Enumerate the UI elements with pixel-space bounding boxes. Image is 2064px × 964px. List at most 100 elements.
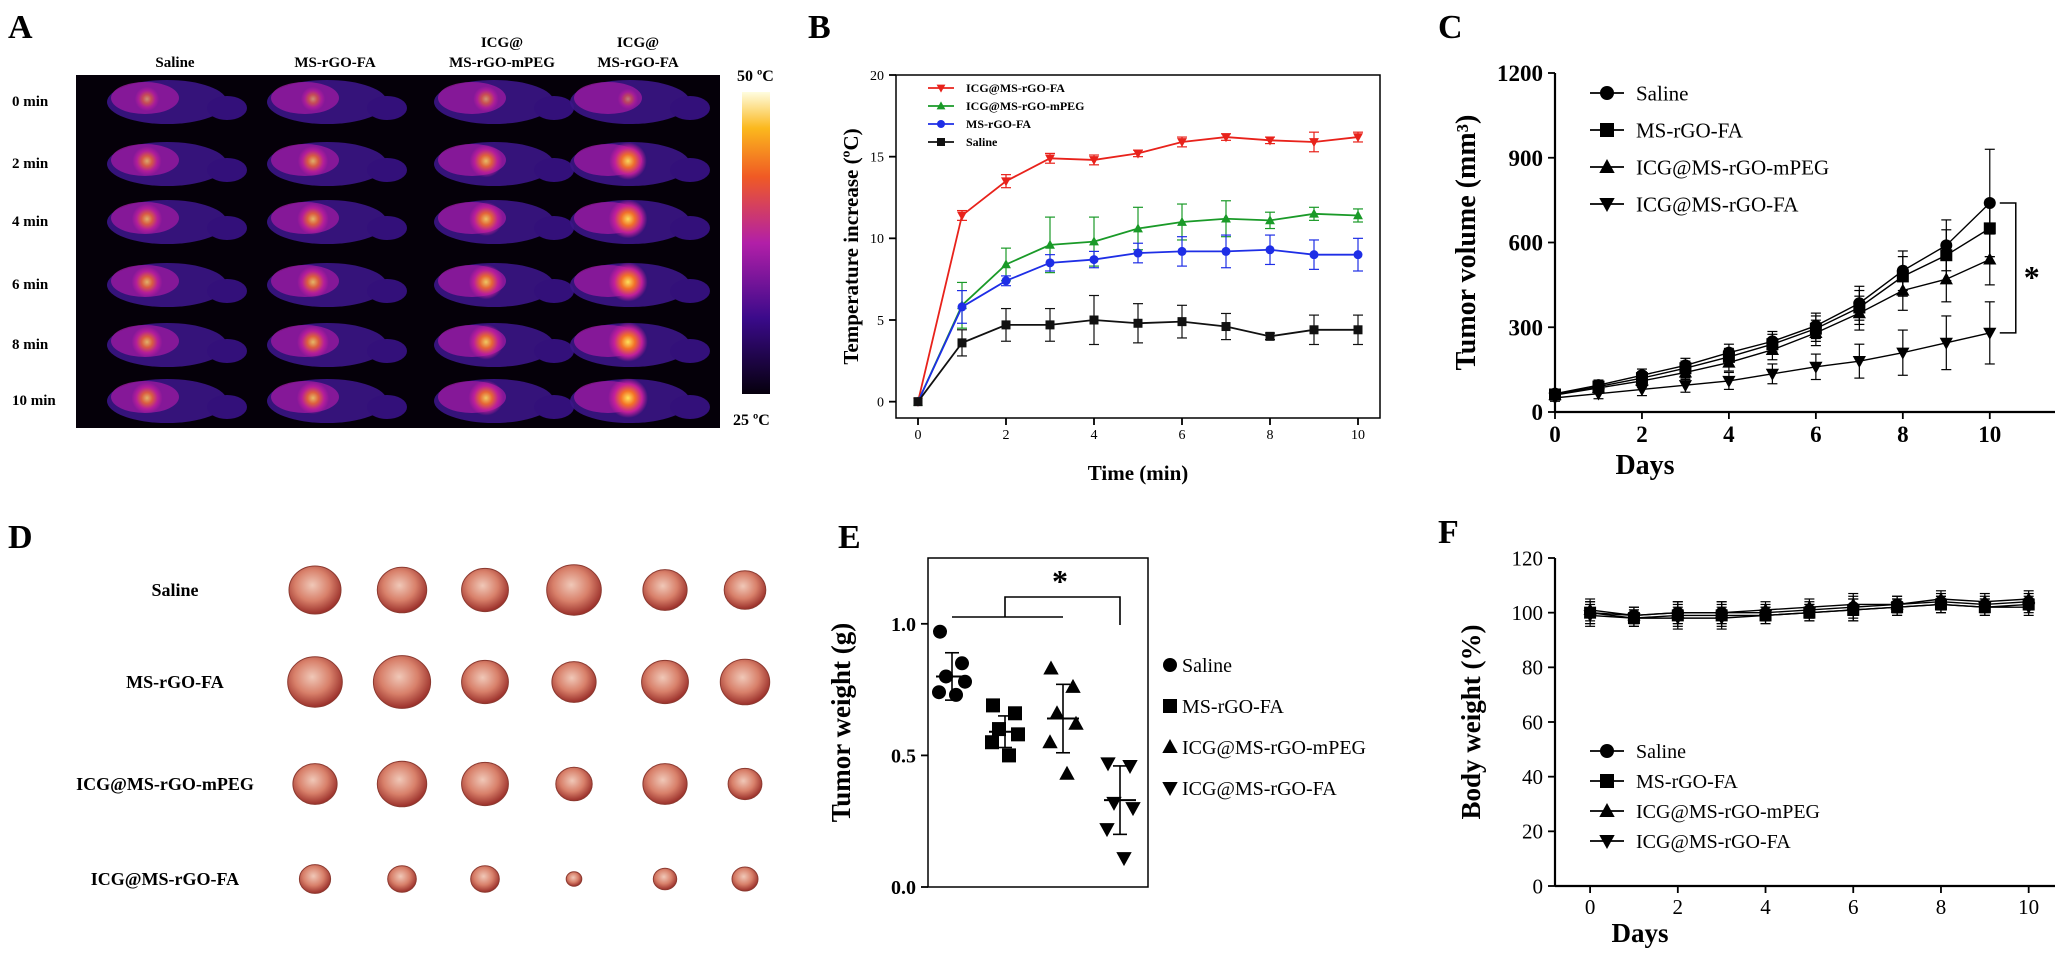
y-tick-label: 900 bbox=[1509, 146, 1544, 171]
data-point bbox=[1978, 602, 1992, 615]
data-point bbox=[1309, 138, 1319, 148]
tumor-row-label-ms-rgo-fa: MS-rGO-FA bbox=[126, 672, 224, 692]
legend-entry-icg-ms-rgo-fa: ICG@MS-rGO-FA bbox=[928, 81, 1065, 95]
chart-e-tumor-weight: 0.0 0.5 1.0 Tumor weight (g) * Saline MS-rGO-F… bbox=[826, 557, 1366, 899]
data-point bbox=[1940, 249, 1953, 262]
data-point bbox=[1042, 734, 1058, 749]
thermal-mouse-r0-c2 bbox=[434, 80, 574, 124]
tumor-hotspot bbox=[609, 142, 647, 180]
legend-marker bbox=[1163, 699, 1177, 713]
data-point bbox=[1177, 138, 1187, 148]
data-point bbox=[1802, 607, 1816, 620]
tumor-hotspot bbox=[297, 145, 329, 177]
tumor-photo-r2-c0 bbox=[292, 763, 338, 805]
legend-marker bbox=[1162, 738, 1178, 753]
col-label-icg-1: ICG@ bbox=[481, 35, 523, 51]
thermal-mouse-r2-c1 bbox=[267, 200, 407, 244]
y-tick-label: 1200 bbox=[1497, 61, 1543, 86]
legend-entry-icg-ms-rgo-mpeg: ICG@MS-rGO-mPEG bbox=[1590, 801, 1820, 823]
legend-c: Saline MS-rGO-FA ICG@MS-rGO-mPEG ICG@MS-rGO… bbox=[1590, 81, 1829, 216]
tumor-hotspot bbox=[131, 326, 163, 358]
mouse-head bbox=[534, 395, 574, 419]
data-point bbox=[958, 674, 972, 689]
mouse-head bbox=[207, 279, 247, 303]
tumor-hotspot bbox=[131, 203, 163, 235]
data-point bbox=[1001, 320, 1011, 330]
data-point bbox=[1089, 315, 1099, 325]
data-point bbox=[1011, 727, 1025, 742]
legend-marker bbox=[1600, 774, 1614, 788]
x-tick-label: 8 bbox=[1897, 422, 1909, 447]
tumor-hotspot bbox=[608, 262, 648, 302]
x-tick-label: 6 bbox=[1179, 428, 1186, 443]
y-tick-label: 0 bbox=[1532, 400, 1544, 425]
x-tick-label: 0 bbox=[1549, 422, 1561, 447]
legend-label: MS-rGO-FA bbox=[966, 117, 1031, 131]
x-tick-label: 6 bbox=[1810, 422, 1822, 447]
thermal-mouse-r2-c3 bbox=[570, 199, 710, 244]
mouse-head bbox=[367, 339, 407, 363]
legend-label: ICG@MS-rGO-mPEG bbox=[1636, 801, 1820, 823]
mouse-head bbox=[670, 216, 710, 240]
thermal-mouse-r3-c3 bbox=[570, 262, 710, 307]
row-label-4-min: 4 min bbox=[12, 214, 49, 230]
x-tick-label: 2 bbox=[1636, 422, 1648, 447]
mouse-head bbox=[367, 96, 407, 120]
data-point bbox=[1983, 222, 1996, 235]
group-saline bbox=[932, 624, 972, 702]
data-point bbox=[1635, 384, 1649, 397]
y-tick-label: 15 bbox=[870, 151, 884, 166]
thermal-mice bbox=[107, 80, 710, 423]
legend-marker bbox=[936, 84, 946, 93]
series-line bbox=[917, 136, 1359, 402]
data-point bbox=[1133, 248, 1143, 258]
legend-label: Saline bbox=[966, 135, 998, 149]
x-tick-label: 4 bbox=[1091, 428, 1098, 443]
tumor-photo-r1-c0 bbox=[287, 656, 343, 708]
thermal-mouse-r0-c0 bbox=[107, 80, 247, 124]
legend-label: ICG@MS-rGO-mPEG bbox=[1182, 737, 1366, 759]
data-point bbox=[1221, 133, 1231, 143]
data-point bbox=[1221, 322, 1231, 332]
tumor-photo-r1-c4 bbox=[641, 659, 689, 705]
thermal-mouse-r4-c3 bbox=[570, 322, 710, 367]
tumor-photo-r2-c5 bbox=[727, 767, 763, 801]
series-icg-ms-rgo-fa bbox=[1583, 595, 2036, 630]
tumor-photo-r0-c3 bbox=[546, 564, 602, 616]
chart-c-tumor-volume: 0 300 600 900 1200 0 2 4 6 8 10 Days Tumor volume (m… bbox=[1451, 61, 2055, 481]
row-label-10-min: 10 min bbox=[12, 393, 56, 409]
data-point bbox=[1890, 602, 1904, 615]
legend-e: Saline MS-rGO-FA ICG@MS-rGO-mPEG ICG@MS-rGO… bbox=[1162, 655, 1366, 800]
tumor-row-label-icg-ms-rgo-mpeg: ICG@MS-rGO-mPEG bbox=[76, 774, 254, 794]
mouse-head bbox=[207, 158, 247, 182]
legend-marker bbox=[937, 138, 945, 146]
data-point bbox=[1089, 236, 1099, 246]
mouse-head bbox=[670, 96, 710, 120]
col-label-icg-2: ICG@ bbox=[617, 35, 659, 51]
legend-marker bbox=[1599, 835, 1615, 850]
data-point bbox=[1001, 276, 1011, 286]
col-label-ms-rgo-fa-2: MS-rGO-FA bbox=[597, 55, 679, 71]
x-axis-title: Days bbox=[1611, 918, 1668, 948]
thermal-mouse-r3-c2 bbox=[434, 263, 574, 307]
data-point bbox=[1678, 380, 1693, 393]
significance-star-c: * bbox=[2024, 259, 2040, 295]
tumor-photo-r0-c2 bbox=[461, 567, 509, 613]
y-tick-label: 0.5 bbox=[891, 745, 916, 767]
panel-letter-c: C bbox=[1438, 9, 1463, 46]
legend-label: ICG@MS-rGO-FA bbox=[1182, 778, 1337, 800]
tumor-hotspot bbox=[469, 202, 503, 236]
data-point bbox=[932, 685, 946, 700]
data-point bbox=[1939, 272, 1953, 285]
x-tick-label: 8 bbox=[1936, 895, 1947, 919]
data-point bbox=[1045, 320, 1055, 330]
y-tick-label: 600 bbox=[1509, 231, 1544, 256]
significance-bracket-c bbox=[1999, 202, 2017, 334]
tumor-hotspot bbox=[468, 264, 504, 300]
data-point bbox=[1939, 337, 1953, 350]
group-icg-ms-rgo-fa bbox=[1099, 757, 1141, 867]
legend-label: ICG@MS-rGO-FA bbox=[1636, 831, 1791, 853]
mouse-head bbox=[670, 395, 710, 419]
x-tick-label: 6 bbox=[1848, 895, 1859, 919]
data-point bbox=[1265, 245, 1275, 255]
